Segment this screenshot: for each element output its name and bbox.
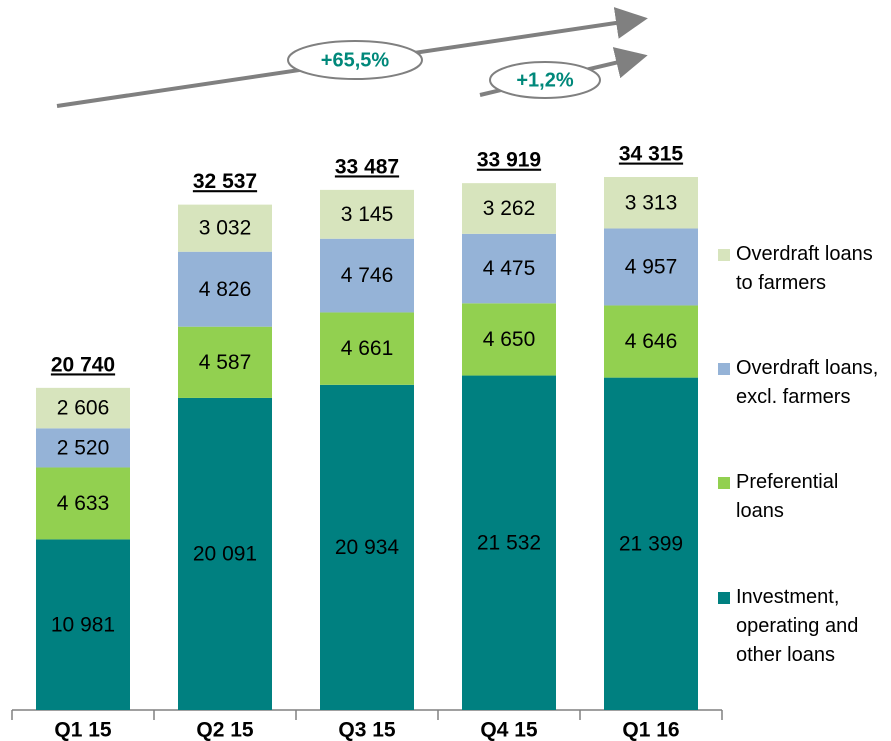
bar-segment bbox=[36, 428, 130, 468]
bar-segment bbox=[604, 228, 698, 306]
data-label: 4 957 bbox=[625, 256, 678, 279]
bar-segment bbox=[462, 303, 556, 376]
legend-label: Overdraft loans to farmers bbox=[736, 243, 873, 294]
bar-segment bbox=[462, 233, 556, 304]
data-label: 4 650 bbox=[483, 328, 536, 351]
bar-segment bbox=[604, 377, 698, 710]
bar-segment bbox=[178, 397, 272, 710]
data-label: 4 826 bbox=[199, 278, 252, 301]
bar-segment bbox=[320, 238, 414, 313]
data-label: 20 934 bbox=[335, 536, 400, 559]
data-label: 4 646 bbox=[625, 330, 678, 353]
annotation: +65,5% bbox=[321, 49, 390, 71]
data-label: 3 313 bbox=[625, 191, 678, 214]
total-label: 32 537 bbox=[193, 170, 257, 193]
x-tick-label: Q4 15 bbox=[480, 719, 538, 741]
x-tick-label: Q1 16 bbox=[622, 719, 679, 741]
annotation-bubble bbox=[489, 61, 601, 99]
data-label: 4 633 bbox=[57, 492, 110, 515]
bar-segment bbox=[320, 384, 414, 710]
total-label: 20 740 bbox=[51, 353, 115, 376]
data-label: 2 606 bbox=[57, 397, 110, 420]
data-label: 21 399 bbox=[619, 532, 683, 555]
data-label: 3 262 bbox=[483, 197, 536, 220]
bar-segment bbox=[604, 177, 698, 229]
legend-swatch bbox=[718, 477, 730, 489]
data-label: 3 145 bbox=[341, 203, 394, 226]
data-label: 4 587 bbox=[199, 351, 252, 374]
bar-segment bbox=[320, 312, 414, 385]
bar-segment bbox=[178, 204, 272, 252]
data-label: 20 091 bbox=[193, 543, 257, 566]
legend-label: Preferential loans bbox=[736, 471, 839, 522]
bar-segment bbox=[36, 387, 130, 429]
bar-segment bbox=[604, 305, 698, 378]
x-tick-label: Q2 15 bbox=[196, 719, 254, 741]
data-label: 21 532 bbox=[477, 531, 541, 554]
data-label: 2 520 bbox=[57, 436, 110, 459]
total-label: 34 315 bbox=[619, 143, 684, 166]
bar-segment bbox=[462, 183, 556, 234]
data-label: 4 475 bbox=[483, 257, 536, 280]
annotation: +1,2% bbox=[516, 69, 573, 91]
legend-swatch bbox=[718, 363, 730, 375]
bar-segment bbox=[36, 539, 130, 710]
data-label: 4 746 bbox=[341, 264, 394, 287]
bar-segment bbox=[36, 467, 130, 540]
legend-label: Investment, operating and other loans bbox=[736, 586, 859, 666]
x-tick-label: Q3 15 bbox=[338, 719, 396, 741]
data-label: 4 661 bbox=[341, 337, 394, 360]
bar-segment bbox=[462, 375, 556, 710]
x-tick-label: Q1 15 bbox=[54, 719, 112, 741]
total-label: 33 919 bbox=[477, 149, 541, 172]
legend-label: Overdraft loans, excl. farmers bbox=[736, 357, 879, 408]
bar-segment bbox=[320, 189, 414, 239]
legend-swatch bbox=[718, 249, 730, 261]
total-label: 33 487 bbox=[335, 155, 399, 178]
data-label: 3 032 bbox=[199, 217, 252, 240]
legend-swatch bbox=[718, 592, 730, 604]
bar-segment bbox=[178, 251, 272, 327]
data-label: 10 981 bbox=[51, 613, 115, 636]
bar-segment bbox=[178, 326, 272, 398]
annotation-bubble bbox=[287, 40, 423, 80]
